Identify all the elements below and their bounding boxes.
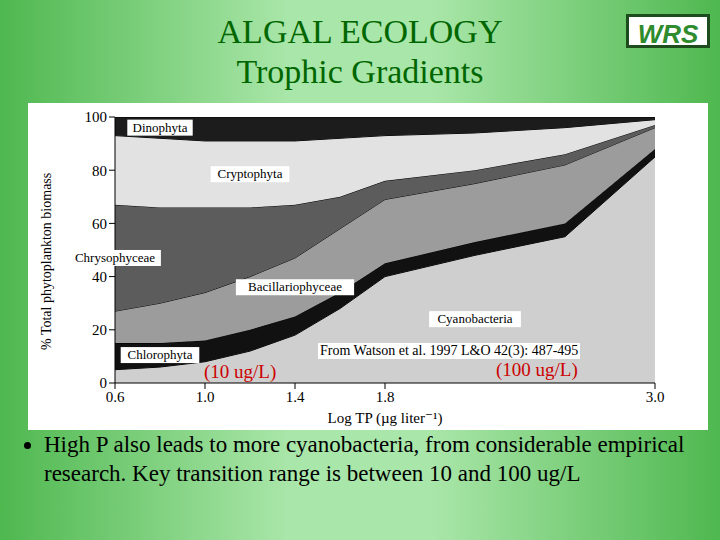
svg-text:0.6: 0.6: [106, 389, 125, 405]
svg-text:1.0: 1.0: [196, 389, 215, 405]
svg-text:60: 60: [92, 216, 107, 232]
svg-text:% Total phytoplankton biomass: % Total phytoplankton biomass: [39, 173, 54, 350]
svg-text:0: 0: [100, 375, 108, 391]
svg-text:Dinophyta: Dinophyta: [133, 120, 188, 135]
svg-text:3.0: 3.0: [646, 389, 665, 405]
html-text:High P also leads to more cyan: High P also leads to more cyanobacteria,…: [44, 432, 685, 486]
svg-text:1.4: 1.4: [286, 389, 305, 405]
svg-text:40: 40: [92, 269, 107, 285]
html-text:WRS: WRS: [637, 19, 699, 49]
svg-text:Log TP (µg liter⁻¹): Log TP (µg liter⁻¹): [328, 410, 443, 427]
svg-text:Chrysophyceae: Chrysophyceae: [75, 250, 155, 265]
html-text:(10 ug/L): (10 ug/L): [204, 361, 277, 382]
svg-text:100: 100: [85, 109, 108, 125]
html-text:ALGAL ECOLOGY: ALGAL ECOLOGY: [217, 13, 503, 50]
html-text:(100 ug/L): (100 ug/L): [496, 359, 578, 380]
html-text:Trophic Gradients: Trophic Gradients: [236, 53, 484, 90]
svg-text:Cyanobacteria: Cyanobacteria: [437, 311, 512, 326]
svg-text:Chlorophyta: Chlorophyta: [128, 347, 193, 362]
svg-text:20: 20: [92, 322, 107, 338]
html-text:From Watson et al. 1997 L&O 42: From Watson et al. 1997 L&O 42(3): 487-4…: [320, 343, 579, 358]
svg-text:1.8: 1.8: [376, 389, 395, 405]
svg-text:Bacillariophyceae: Bacillariophyceae: [248, 279, 342, 294]
svg-text:80: 80: [92, 163, 107, 179]
svg-text:Cryptophyta: Cryptophyta: [218, 166, 283, 181]
